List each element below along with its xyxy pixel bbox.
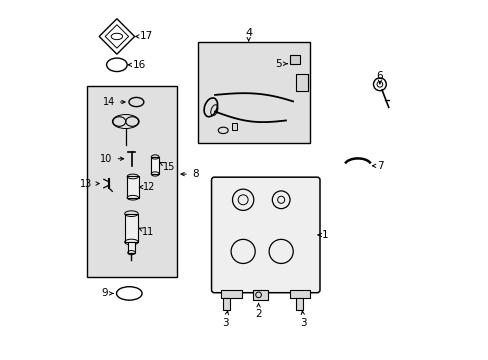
- Bar: [289, 290, 309, 298]
- Text: 10: 10: [100, 154, 123, 164]
- Bar: [295, 298, 303, 310]
- Bar: [151, 157, 159, 174]
- Text: 8: 8: [181, 169, 198, 179]
- Bar: [127, 242, 135, 253]
- Text: 9: 9: [101, 288, 113, 298]
- Bar: [295, 74, 307, 91]
- Bar: [86, 86, 177, 278]
- Text: 12: 12: [139, 182, 155, 192]
- Text: 3: 3: [300, 311, 306, 328]
- Text: 3: 3: [221, 311, 228, 328]
- Text: 7: 7: [372, 161, 383, 171]
- Text: 4: 4: [244, 28, 252, 41]
- Text: 1: 1: [318, 230, 327, 240]
- FancyBboxPatch shape: [211, 177, 319, 293]
- Bar: [289, 55, 299, 64]
- Bar: [253, 290, 267, 300]
- Bar: [124, 214, 138, 242]
- Text: 6: 6: [376, 71, 383, 84]
- Text: 11: 11: [139, 227, 154, 237]
- Bar: [232, 123, 237, 130]
- Text: 5: 5: [275, 59, 287, 69]
- Text: 15: 15: [160, 162, 175, 172]
- Bar: [127, 176, 138, 198]
- Text: 13: 13: [80, 179, 99, 189]
- Text: 17: 17: [136, 31, 153, 41]
- Bar: [221, 290, 242, 298]
- Text: 14: 14: [102, 97, 125, 107]
- Bar: [223, 298, 230, 310]
- Bar: [198, 42, 309, 143]
- Text: 16: 16: [128, 60, 145, 70]
- Text: 2: 2: [255, 303, 262, 319]
